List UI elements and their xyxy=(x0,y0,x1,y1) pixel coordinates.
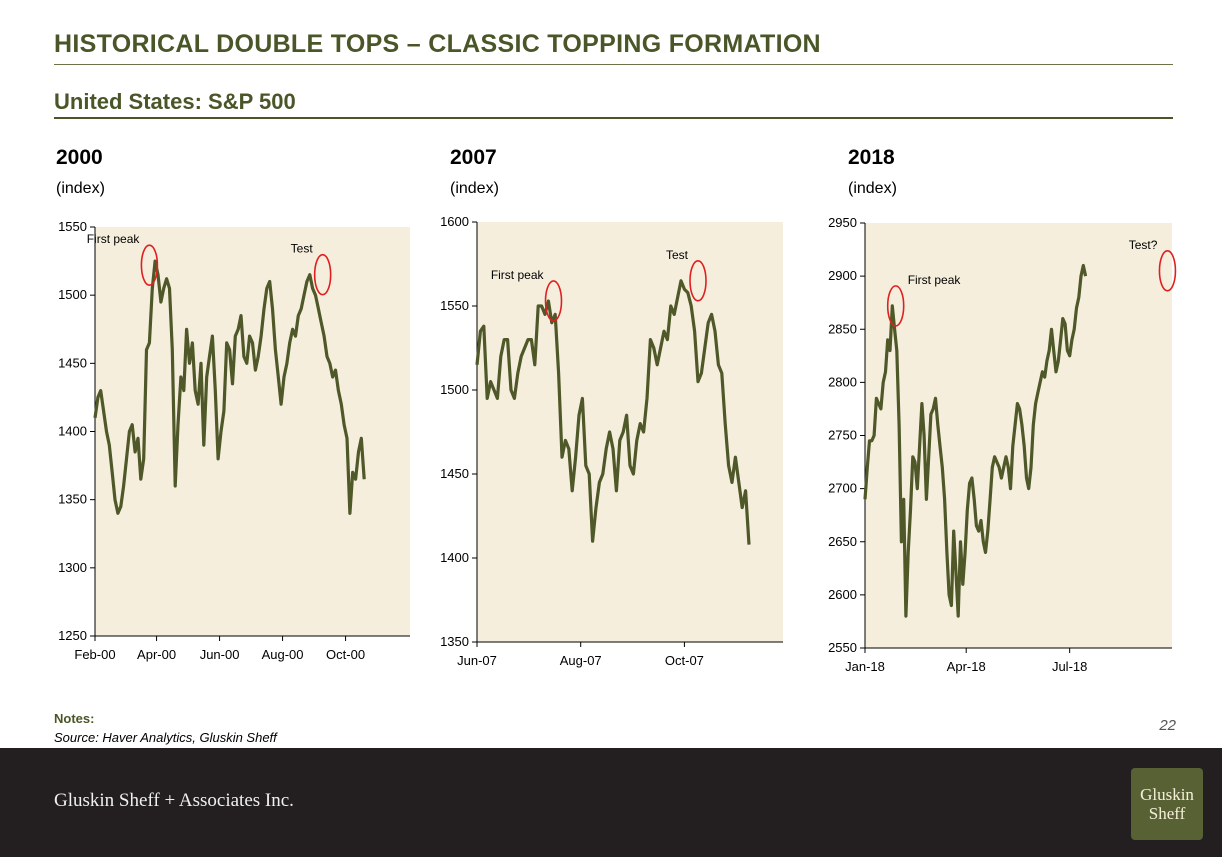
x-tick-label: Jun-07 xyxy=(457,653,497,668)
y-tick-label: 2700 xyxy=(828,481,857,496)
y-tick-label: 2550 xyxy=(828,640,857,655)
peak-circle xyxy=(689,260,707,302)
peak-circle xyxy=(140,244,159,286)
annotation-label: First peak xyxy=(491,268,545,282)
footer: Gluskin Sheff + Associates Inc. Gluskin … xyxy=(0,748,1222,857)
x-tick-label: Aug-00 xyxy=(262,647,304,662)
x-tick-label: Oct-07 xyxy=(665,653,704,668)
annotation-label: Test? xyxy=(1129,238,1158,252)
x-tick-label: Feb-00 xyxy=(74,647,115,662)
y-tick-label: 1400 xyxy=(440,550,469,565)
notes-label: Notes: xyxy=(54,711,95,726)
y-tick-label: 1300 xyxy=(58,560,87,575)
x-tick-label: Jun-00 xyxy=(200,647,240,662)
y-tick-label: 1450 xyxy=(440,466,469,481)
peak-circle xyxy=(313,253,332,296)
annotation-label: First peak xyxy=(908,273,962,287)
y-tick-label: 1500 xyxy=(440,382,469,397)
annotation-label: Test xyxy=(291,242,314,256)
y-tick-label: 1450 xyxy=(58,355,87,370)
source-note: Source: Haver Analytics, Gluskin Sheff xyxy=(54,730,277,745)
series-line xyxy=(475,279,751,545)
x-tick-label: Jan-18 xyxy=(845,659,885,674)
plot-area xyxy=(95,227,410,636)
y-tick-label: 2900 xyxy=(828,268,857,283)
chart-2018-title: 2018 xyxy=(848,146,895,169)
page-subtitle: United States: S&P 500 xyxy=(54,89,296,114)
chart-2000: 1250 1300 1350 1400 1450 1500 1550 Feb-00 Apr-00… xyxy=(58,219,410,662)
y-tick-label: 2800 xyxy=(828,374,857,389)
page-title: HISTORICAL DOUBLE TOPS – CLASSIC TOPPING… xyxy=(54,30,821,58)
y-tick-label: 2600 xyxy=(828,587,857,602)
y-tick-label: 1350 xyxy=(440,634,469,649)
y-tick-label: 2750 xyxy=(828,428,857,443)
footer-company-name: Gluskin Sheff + Associates Inc. xyxy=(54,790,294,811)
y-tick-label: 2950 xyxy=(828,215,857,230)
x-tick-label: Oct-00 xyxy=(326,647,365,662)
y-tick-label: 1250 xyxy=(58,628,87,643)
x-tick-label: Apr-18 xyxy=(947,659,986,674)
plot-area xyxy=(865,223,1172,648)
x-tick-label: Aug-07 xyxy=(560,653,602,668)
chart-2007-unit: (index) xyxy=(450,180,499,197)
plot-area xyxy=(477,222,783,642)
chart-2018: 2550 2600 2650 2700 2750 2800 2850 2900 2950 Jan-… xyxy=(828,215,1177,674)
y-tick-label: 1400 xyxy=(58,424,87,439)
peak-circle xyxy=(886,285,905,327)
annotation-label: First peak xyxy=(87,232,141,246)
title-rule xyxy=(54,64,1173,65)
y-tick-label: 1600 xyxy=(440,214,469,229)
y-tick-label: 2650 xyxy=(828,534,857,549)
y-tick-label: 1550 xyxy=(440,298,469,313)
series-line xyxy=(93,259,366,515)
y-tick-label: 1500 xyxy=(58,287,87,302)
chart-2000-unit: (index) xyxy=(56,180,105,197)
logo-line-1: Gluskin xyxy=(1140,785,1194,804)
page-number: 22 xyxy=(1159,717,1176,734)
peak-circle xyxy=(544,280,563,322)
company-logo: Gluskin Sheff xyxy=(1131,768,1203,840)
y-tick-label: 2850 xyxy=(828,321,857,336)
y-tick-label: 1550 xyxy=(58,219,87,234)
chart-2007: 1350 1400 1450 1500 1550 1600 Jun-07 Aug-07 Oct-… xyxy=(440,214,783,668)
chart-2007-title: 2007 xyxy=(450,146,497,169)
y-tick-label: 1350 xyxy=(58,492,87,507)
chart-2018-unit: (index) xyxy=(848,180,897,197)
annotation-label: Test xyxy=(666,248,689,262)
peak-circle xyxy=(1158,250,1177,292)
logo-line-2: Sheff xyxy=(1148,804,1186,823)
subtitle-rule xyxy=(54,117,1173,119)
x-tick-label: Apr-00 xyxy=(137,647,176,662)
x-tick-label: Jul-18 xyxy=(1052,659,1087,674)
chart-2000-title: 2000 xyxy=(56,146,103,169)
series-line xyxy=(863,263,1088,618)
